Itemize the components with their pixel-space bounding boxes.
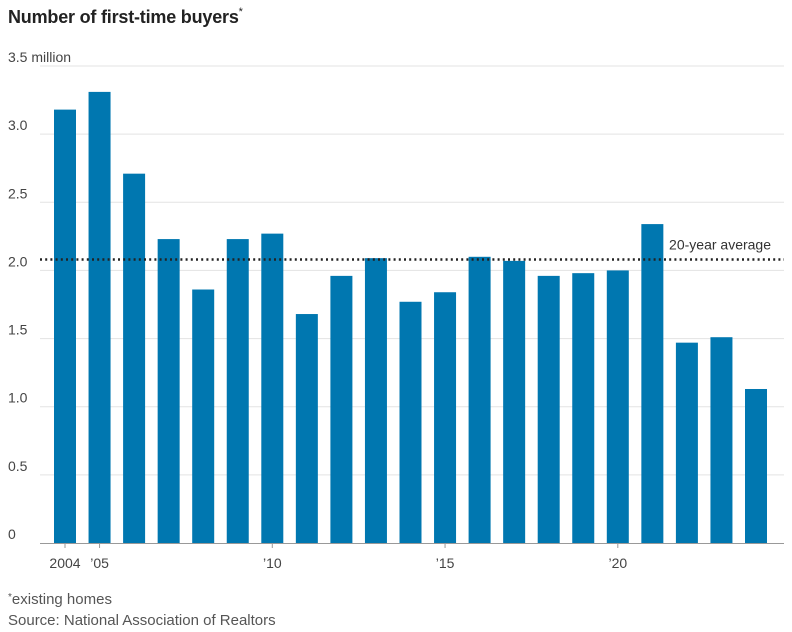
y-tick-label: 1.5 [8,322,28,338]
y-tick-label: 3.0 [8,117,28,133]
source-note: Source: National Association of Realtors [8,612,276,629]
bar [537,275,560,543]
bar [572,273,595,543]
footnote-marker: * [8,592,12,603]
bar [641,224,664,543]
bar [399,301,422,543]
x-tick-label: ’05 [90,555,109,571]
bar [88,91,111,543]
bar [330,275,353,543]
bar [295,314,318,543]
chart-title: Number of first-time buyers* [8,6,243,28]
bar [606,270,629,543]
bar [54,109,76,544]
bar [261,233,284,544]
y-tick-label: 2.5 [8,185,28,201]
y-tick-label: 1.0 [8,390,28,406]
x-tick-label: ’15 [436,555,455,571]
y-tick-label: 0.5 [8,458,28,474]
footnote-text: existing homes [11,591,112,608]
x-tick-label: ’20 [608,555,627,571]
bar [710,337,733,543]
bar [468,256,491,543]
bar [745,388,767,543]
average-line-label: 20-year average [669,237,771,253]
x-tick-label: 2004 [49,555,80,571]
bar [675,342,698,543]
y-tick-label: 3.5 million [8,49,71,65]
bar [157,239,180,543]
y-tick-label: 2.0 [8,253,28,269]
footnote-existing-homes: *existing homes [8,591,112,608]
title-footnote-marker: * [238,6,243,18]
bar [123,173,146,543]
chart-title-text: Number of first-time buyers [8,7,239,27]
x-tick-label: ’10 [263,555,282,571]
y-tick-label: 0 [8,526,16,542]
bar [226,239,249,543]
bar [364,258,387,543]
bar [434,292,457,543]
bar [192,289,215,543]
bar [503,260,526,543]
bar-chart: 0 0.5 1.0 1.5 2.0 2.5 3.0 3.5 million 2004 ’05 ’10… [8,49,784,571]
